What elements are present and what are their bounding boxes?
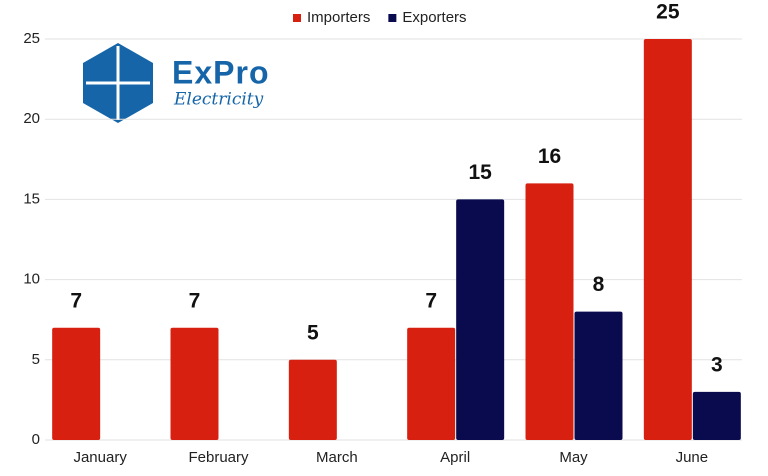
y-tick-label: 20 (23, 110, 40, 127)
y-tick-label: 10 (23, 271, 40, 288)
x-tick-label: February (188, 449, 249, 466)
bar (52, 327, 101, 440)
bar (692, 391, 741, 440)
bar (574, 311, 623, 440)
bar (288, 359, 337, 440)
data-label: 15 (468, 161, 492, 184)
y-tick-label: 25 (23, 30, 40, 47)
data-label: 3 (711, 353, 723, 376)
y-tick-label: 5 (32, 351, 40, 368)
data-label: 16 (538, 145, 561, 168)
x-tick-label: June (676, 449, 709, 466)
data-label: 25 (656, 1, 680, 24)
bar (643, 39, 692, 440)
data-label: 7 (189, 289, 201, 312)
bar (170, 327, 219, 440)
data-label: 7 (425, 289, 437, 312)
legend-label: Importers (307, 9, 370, 26)
logo-name: ExPro (172, 54, 269, 90)
logo-tagline: Electricity (173, 90, 264, 110)
y-tick-label: 0 (32, 431, 40, 448)
x-tick-label: April (440, 449, 470, 466)
y-tick-label: 15 (23, 190, 40, 207)
bar (407, 327, 456, 440)
x-tick-label: March (316, 449, 358, 466)
legend-swatch (293, 14, 301, 22)
legend-label: Exporters (402, 9, 466, 26)
data-label: 7 (70, 289, 82, 312)
bar (525, 183, 574, 441)
data-label: 8 (593, 273, 605, 296)
x-tick-label: May (559, 449, 588, 466)
data-label: 5 (307, 321, 319, 344)
legend-swatch (388, 14, 397, 22)
bar (456, 199, 505, 440)
x-tick-label: January (73, 449, 127, 466)
logo: ExPro Electricity (83, 43, 269, 123)
